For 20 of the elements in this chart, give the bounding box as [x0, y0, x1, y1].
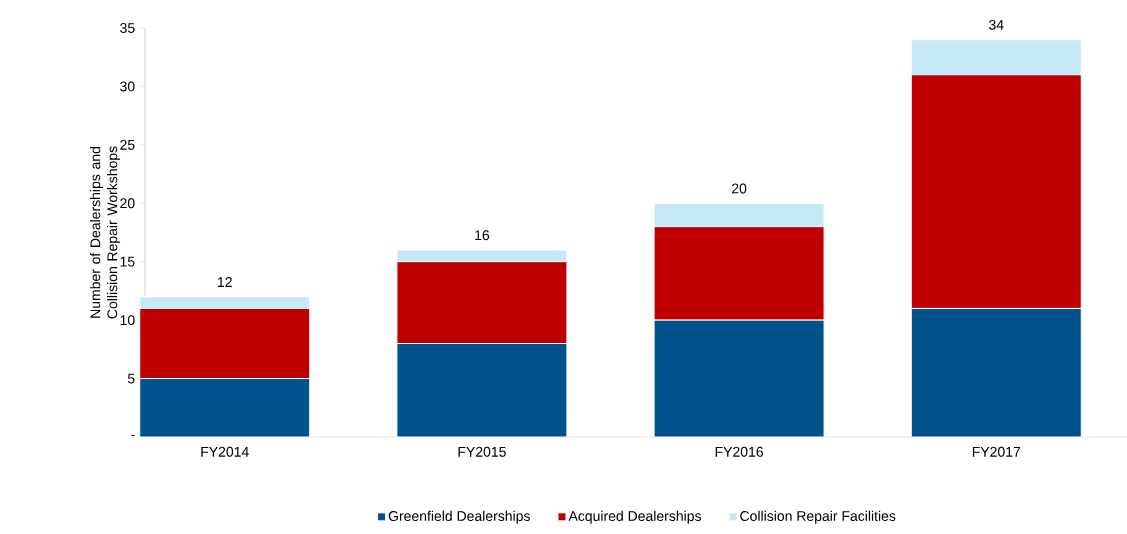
x-tick-label: FY2017: [972, 446, 1021, 457]
y-axis-title: Number of Dealerships and Collision Repair Workshops: [89, 146, 121, 319]
y-tick-label: 35: [120, 23, 135, 33]
x-tick-label: FY2016: [715, 446, 763, 457]
total-label: 20: [732, 183, 747, 194]
y-tick-label: -: [131, 434, 135, 436]
y-tick-label: 30: [120, 81, 135, 92]
legend-label: Greenfield Dealerships: [388, 510, 530, 524]
x-tick-label: FY2015: [458, 446, 506, 457]
legend-label: Acquired Dealerships: [568, 510, 701, 524]
total-label: 16: [475, 230, 490, 241]
total-label: 12: [218, 277, 232, 287]
y-tick-label: 15: [120, 256, 135, 267]
y-tick-label: 10: [120, 315, 135, 326]
x-tick-label: FY2014: [201, 446, 249, 457]
y-tick-label: 25: [120, 139, 135, 150]
total-label: 34: [989, 19, 1004, 30]
legend-label: Collision Repair Facilities: [740, 510, 896, 524]
y-tick-label: 20: [120, 198, 135, 209]
y-tick-label: 5: [127, 373, 135, 384]
